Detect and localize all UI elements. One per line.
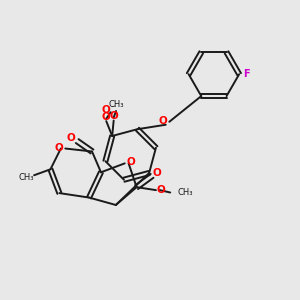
Text: CH₃: CH₃: [178, 188, 194, 197]
Text: CH₃: CH₃: [108, 100, 124, 109]
Text: O: O: [159, 116, 168, 126]
Text: O: O: [101, 105, 110, 116]
Text: O: O: [66, 133, 75, 142]
Text: O: O: [153, 169, 161, 178]
Text: O: O: [126, 157, 135, 167]
Text: F: F: [244, 69, 250, 79]
Text: O: O: [109, 111, 118, 121]
Text: O: O: [101, 112, 110, 122]
Text: O: O: [157, 185, 166, 195]
Text: methyl: methyl: [112, 106, 117, 107]
Text: CH₃: CH₃: [18, 173, 34, 182]
Text: O: O: [55, 143, 64, 153]
